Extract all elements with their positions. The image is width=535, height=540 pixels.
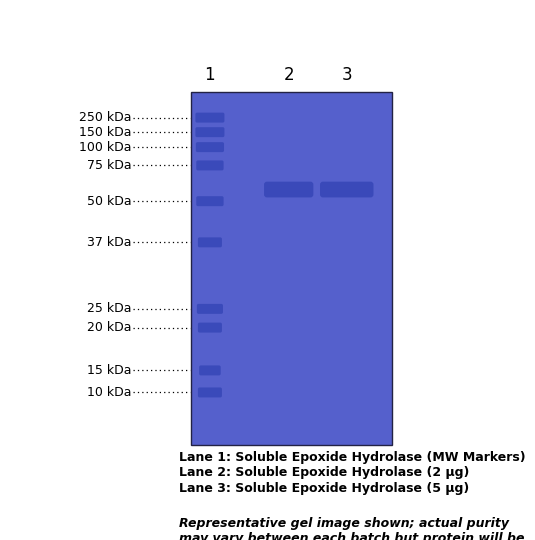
Text: Lane 2: Soluble Epoxide Hydrolase (2 μg): Lane 2: Soluble Epoxide Hydrolase (2 μg) <box>179 467 469 480</box>
FancyBboxPatch shape <box>196 142 224 152</box>
FancyBboxPatch shape <box>199 366 221 375</box>
Text: 20 kDa: 20 kDa <box>87 321 131 334</box>
FancyBboxPatch shape <box>195 127 225 137</box>
Text: 15 kDa: 15 kDa <box>87 364 131 377</box>
Text: 2: 2 <box>284 66 294 84</box>
Text: may vary between each batch but protein will be: may vary between each batch but protein … <box>179 532 524 540</box>
FancyBboxPatch shape <box>196 160 224 171</box>
FancyBboxPatch shape <box>198 238 222 247</box>
Text: 1: 1 <box>204 66 215 84</box>
Text: Lane 3: Soluble Epoxide Hydrolase (5 μg): Lane 3: Soluble Epoxide Hydrolase (5 μg) <box>179 482 469 495</box>
FancyBboxPatch shape <box>197 304 223 314</box>
Text: 150 kDa: 150 kDa <box>79 126 131 139</box>
Text: 37 kDa: 37 kDa <box>87 236 131 249</box>
FancyBboxPatch shape <box>196 196 224 206</box>
FancyBboxPatch shape <box>320 181 373 198</box>
Text: 100 kDa: 100 kDa <box>79 140 131 153</box>
Text: 75 kDa: 75 kDa <box>87 159 131 172</box>
FancyBboxPatch shape <box>192 92 392 445</box>
Text: Lane 1: Soluble Epoxide Hydrolase (MW Markers): Lane 1: Soluble Epoxide Hydrolase (MW Ma… <box>179 451 525 464</box>
Text: Representative gel image shown; actual purity: Representative gel image shown; actual p… <box>179 517 509 530</box>
FancyBboxPatch shape <box>198 322 222 333</box>
Text: 25 kDa: 25 kDa <box>87 302 131 315</box>
Text: 50 kDa: 50 kDa <box>87 195 131 208</box>
Text: 3: 3 <box>341 66 352 84</box>
FancyBboxPatch shape <box>264 181 314 198</box>
Text: 10 kDa: 10 kDa <box>87 386 131 399</box>
FancyBboxPatch shape <box>195 113 225 123</box>
FancyBboxPatch shape <box>198 388 222 397</box>
Text: 250 kDa: 250 kDa <box>79 111 131 124</box>
